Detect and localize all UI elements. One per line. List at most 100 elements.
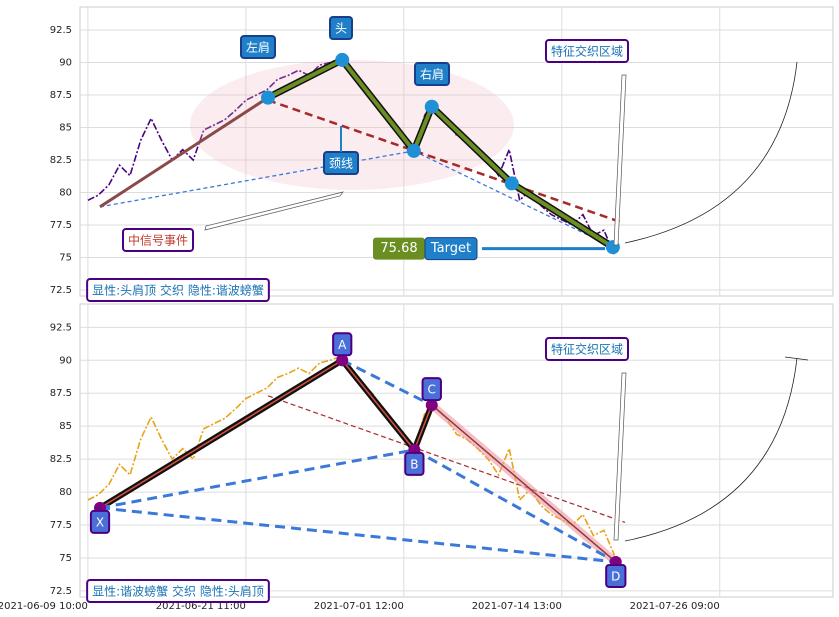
annotation-box [121, 228, 195, 252]
neckline [267, 395, 626, 523]
pattern-segment [413, 448, 617, 564]
annotation-text: A [338, 338, 347, 352]
projection-curve [624, 61, 798, 244]
y-tick-label: 87.5 [50, 388, 72, 399]
pattern-segment [341, 358, 433, 407]
pattern-point [336, 354, 349, 367]
target-label-box [424, 237, 478, 261]
zone-arrow [613, 372, 627, 541]
target-value: 75.68 [380, 241, 417, 256]
annotation: 特征交织区域 [544, 39, 630, 63]
y-tick-label: 75 [59, 253, 72, 264]
annotation-text: 显性:谐波螃蟹 交织 隐性:头肩顶 [92, 584, 264, 599]
annotation-text: 左肩 [246, 40, 270, 55]
y-tick-label: 77.5 [50, 220, 72, 231]
y-tick-label: 80 [59, 188, 72, 199]
x-tick-label: 2021-06-21 11:00 [156, 601, 246, 612]
annotation: 显性:谐波螃蟹 交织 隐性:头肩顶 [86, 579, 270, 603]
pattern-segment [430, 105, 514, 185]
annotation: 右肩 [413, 62, 451, 86]
plot-area [79, 303, 834, 598]
annotation: X [89, 509, 111, 534]
projection-curve [624, 357, 798, 542]
annotation-box [86, 579, 270, 603]
y-tick-label: 92.5 [50, 322, 72, 333]
annotation-text: D [611, 569, 620, 583]
annotation: 头 [328, 16, 354, 40]
pattern-segment [431, 404, 617, 563]
y-tick-label: 82.5 [50, 454, 72, 465]
annotation-text: 特征交织区域 [551, 342, 623, 357]
annotation-text: 头 [335, 22, 347, 36]
y-tick-label: 72.5 [50, 586, 72, 597]
pattern-segment [99, 506, 616, 564]
annotation: A [332, 332, 353, 357]
pattern-point [504, 176, 519, 191]
neckline [267, 99, 623, 224]
annotation-text: 显性:头肩顶 交织 隐性:谐波螃蟹 [92, 283, 264, 298]
zone-arrow [613, 74, 627, 246]
y-tick-label: 82.5 [50, 155, 72, 166]
annotation-box [404, 451, 425, 476]
annotation-box [328, 16, 354, 40]
target-label: Target [430, 241, 471, 256]
pattern-segment [411, 105, 434, 152]
pattern-segment [510, 181, 614, 249]
annotation-box [544, 39, 630, 63]
annotation-box [332, 332, 353, 357]
x-tick-label: 2021-07-26 09:00 [630, 601, 720, 612]
pattern-segment [99, 359, 343, 509]
pattern-segment [341, 359, 415, 451]
annotation-text: C [428, 383, 436, 397]
annotation-text: 右肩 [420, 67, 444, 82]
y-tick-label: 77.5 [50, 520, 72, 531]
annotation-text: 中信号事件 [128, 233, 188, 248]
pattern-point [424, 99, 439, 114]
annotation-box [544, 337, 630, 361]
pattern-point [335, 52, 350, 67]
y-tick-label: 75 [59, 553, 72, 564]
annotation: 颈线 [322, 151, 360, 175]
y-tick-label: 85 [59, 123, 72, 134]
x-tick-label: 2021-07-14 13:00 [472, 601, 562, 612]
annotation: 中信号事件 [121, 228, 195, 252]
pattern-point [425, 399, 438, 412]
y-tick-label: 90 [59, 355, 72, 366]
signal-arrow [204, 191, 344, 231]
annotation-box [605, 563, 627, 588]
annotation: D [605, 563, 627, 588]
y-tick-label: 87.5 [50, 90, 72, 101]
x-tick-label: 2021-06-09 10:00 [0, 601, 88, 612]
pattern-segment [99, 448, 415, 510]
pattern-segment [413, 404, 433, 451]
pattern-segment [99, 96, 269, 209]
x-tick-label: 2021-07-01 12:00 [314, 601, 404, 612]
projection-cap [784, 356, 809, 361]
annotation-text: 特征交织区域 [551, 44, 623, 59]
y-tick-label: 90 [59, 58, 72, 69]
annotation: C [421, 377, 442, 402]
pattern-segment [267, 58, 344, 100]
y-tick-label: 80 [59, 487, 72, 498]
y-tick-label: 92.5 [50, 25, 72, 36]
annotation-text: 颈线 [329, 157, 353, 171]
annotation-box [86, 278, 270, 302]
annotation-text: X [96, 515, 104, 529]
y-tick-label: 72.5 [50, 285, 72, 296]
annotation-text: B [410, 457, 418, 471]
annotation-box [421, 377, 442, 402]
annotation: B [404, 451, 425, 476]
pattern-point [260, 90, 275, 105]
pattern-segment [413, 150, 614, 248]
annotation: 显性:头肩顶 交织 隐性:谐波螃蟹 [86, 278, 270, 302]
annotation-box [239, 35, 277, 59]
pattern-point [406, 143, 421, 158]
target-value-box [373, 237, 425, 260]
annotation: 特征交织区域 [544, 337, 630, 361]
annotation-box [413, 62, 451, 86]
annotation: 左肩 [239, 35, 277, 59]
y-tick-label: 85 [59, 421, 72, 432]
pattern-segment [340, 58, 416, 153]
annotation-box [89, 509, 111, 534]
